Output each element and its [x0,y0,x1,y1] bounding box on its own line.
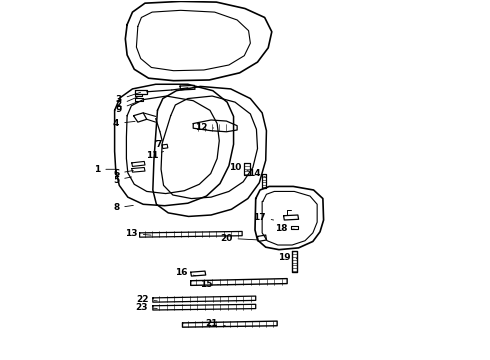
Text: 17: 17 [253,213,273,222]
Text: 2: 2 [116,96,139,109]
Text: 13: 13 [125,229,151,238]
Text: 18: 18 [275,224,295,233]
Text: 21: 21 [206,319,225,328]
Text: 12: 12 [195,123,214,132]
Text: 22: 22 [136,295,157,304]
Text: 1: 1 [94,165,117,174]
Text: 7: 7 [155,140,161,149]
Text: 16: 16 [175,268,196,277]
Text: 8: 8 [113,203,133,212]
Text: 11: 11 [146,151,164,160]
Text: 14: 14 [248,169,266,178]
Text: 4: 4 [113,119,135,128]
Text: 20: 20 [220,234,257,243]
Text: 10: 10 [229,163,249,172]
Text: 6: 6 [113,169,133,178]
Text: 5: 5 [113,176,131,185]
Text: 9: 9 [115,102,138,114]
Text: 15: 15 [199,280,218,289]
Text: 23: 23 [135,303,157,312]
Text: 3: 3 [116,92,141,104]
Text: 19: 19 [278,253,297,262]
